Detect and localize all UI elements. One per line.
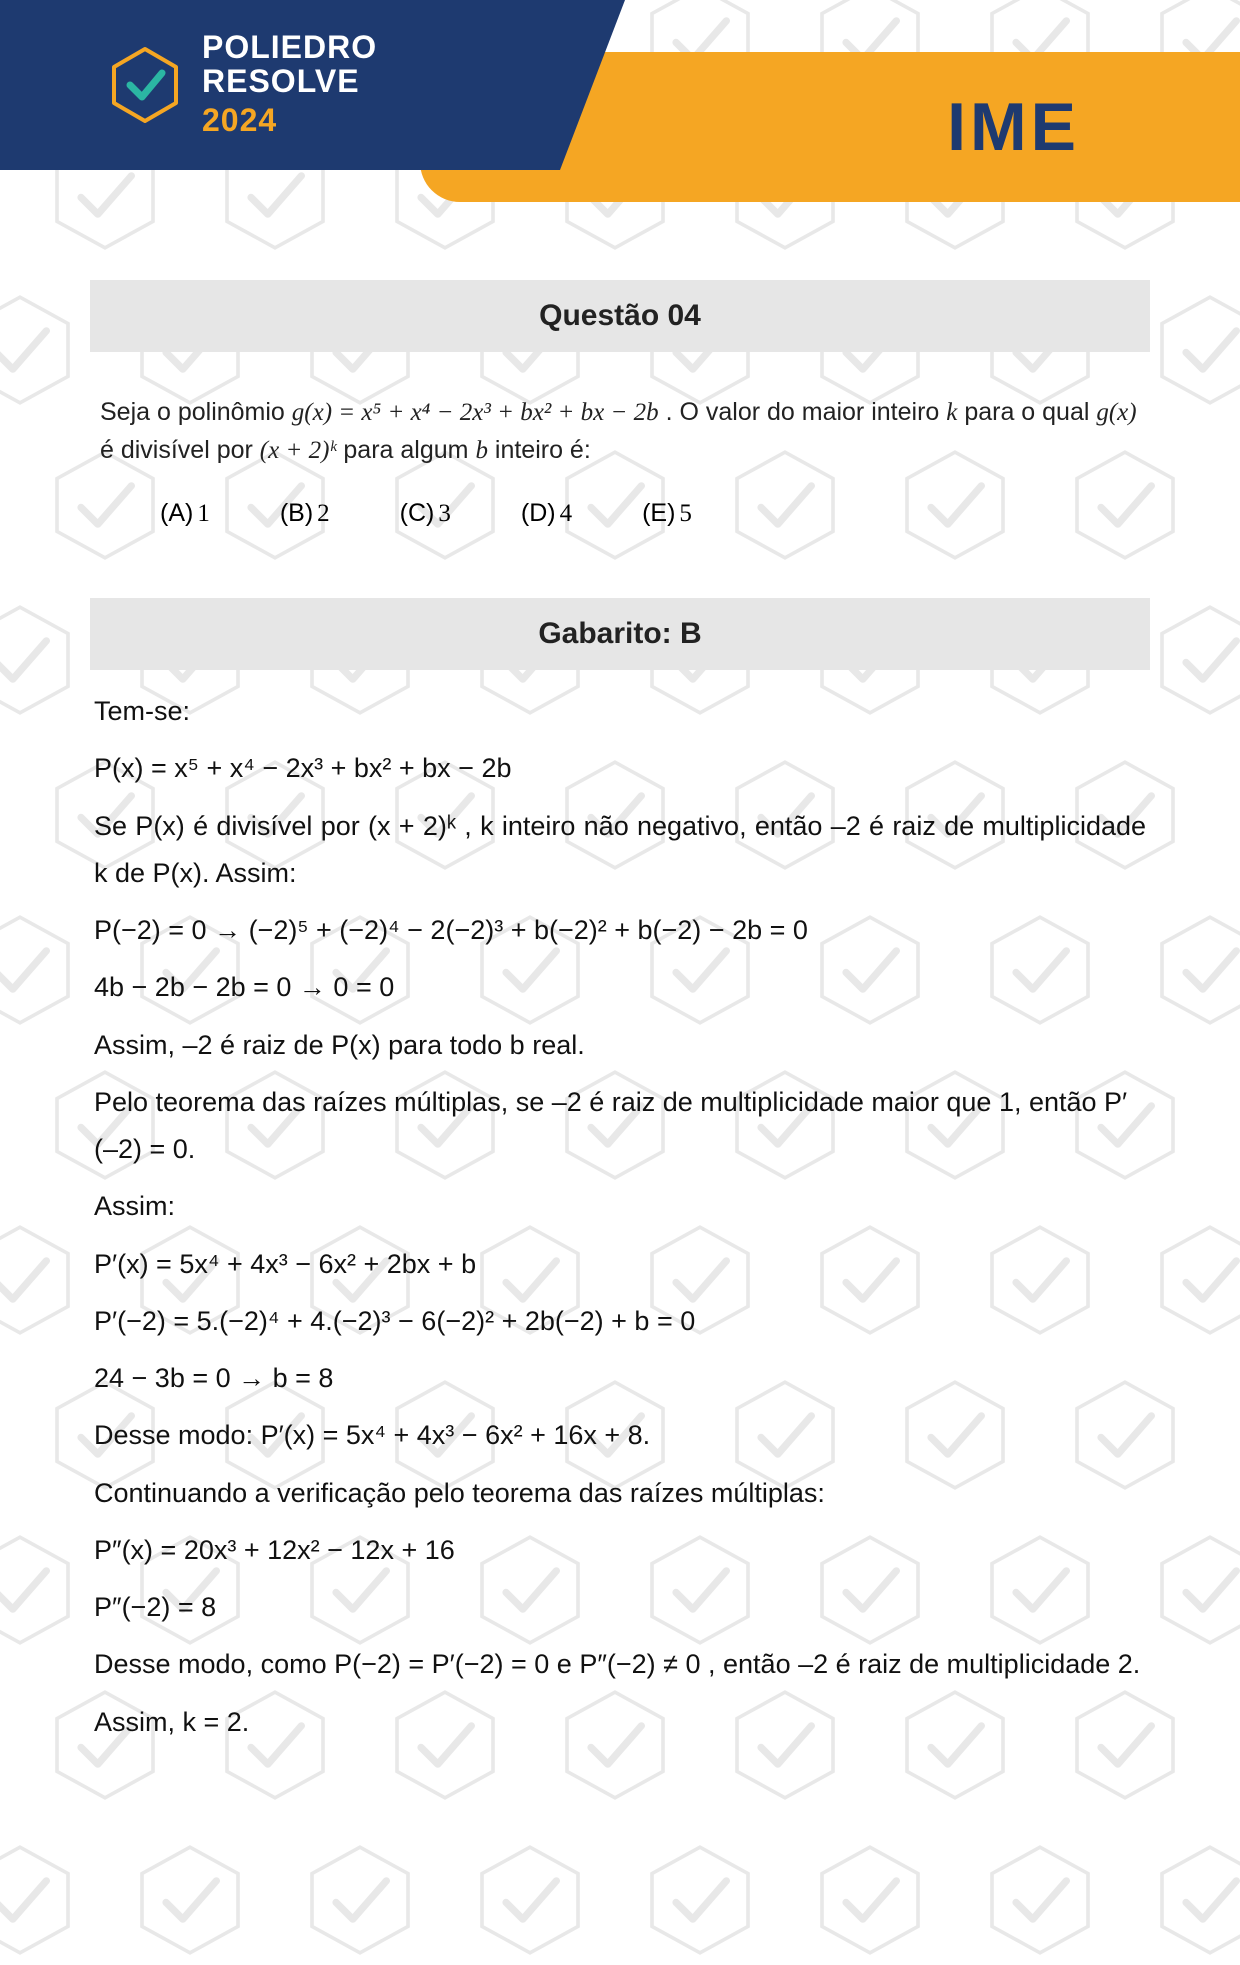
opt-b-label: (B)	[280, 499, 313, 527]
sol-l16: Assim, k = 2.	[94, 1699, 1146, 1746]
sol-l14: P″(−2) = 8	[94, 1584, 1146, 1631]
opt-a-label: (A)	[160, 499, 193, 527]
stem-b: b	[475, 437, 488, 464]
exam-name: IME	[947, 88, 1080, 166]
sol-l15b: P(−2) = P′(−2) = 0	[334, 1649, 549, 1679]
page-content: Questão 04 Seja o polinômio g(x) = x⁵ + …	[0, 210, 1240, 1796]
question-stem: Seja o polinômio g(x) = x⁵ + x⁴ − 2x³ + …	[90, 394, 1150, 469]
sol-l1: P(x) = x⁵ + x⁴ − 2x³ + bx² + bx − 2b	[94, 745, 1146, 792]
sol-l12: Continuando a verificação pelo teorema d…	[94, 1470, 1146, 1517]
sol-l2: Se P(x) é divisível por (x + 2)ᵏ , k int…	[94, 803, 1146, 898]
opt-d-val: 4	[560, 500, 573, 527]
opt-b-val: 2	[317, 500, 330, 527]
sol-l5: Assim, –2 é raiz de P(x) para todo b rea…	[94, 1022, 1146, 1069]
sol-l2a: Se P(x) é divisível por	[94, 811, 368, 841]
sol-l15e: , então –2 é raiz de multiplicidade 2.	[708, 1649, 1140, 1679]
option-a: (A)1	[160, 499, 210, 528]
sol-l7: Assim:	[94, 1183, 1146, 1230]
sol-l11b: P′(x) = 5x⁴ + 4x³ − 6x² + 16x + 8.	[261, 1420, 651, 1450]
opt-d-label: (D)	[521, 499, 556, 527]
stem-div: é divisível por	[100, 436, 260, 464]
sol-l11a: Desse modo:	[94, 1420, 261, 1450]
options-row: (A)1 (B)2 (C)3 (D)4 (E)5	[90, 469, 1150, 568]
sol-l11: Desse modo: P′(x) = 5x⁴ + 4x³ − 6x² + 16…	[94, 1412, 1146, 1459]
sol-l10: 24 − 3b = 0 → b = 8	[94, 1355, 1146, 1402]
stem-post1: . O valor do maior inteiro	[666, 398, 947, 426]
brand-line-1: POLIEDRO	[202, 31, 377, 65]
question-banner: Questão 04	[90, 280, 1150, 352]
sol-l9: P′(−2) = 5.(−2)⁴ + 4.(−2)³ − 6(−2)² + 2b…	[94, 1298, 1146, 1345]
stem-eq: g(x) = x⁵ + x⁴ − 2x³ + bx² + bx − 2b	[292, 399, 659, 426]
opt-e-val: 5	[679, 500, 692, 527]
sol-l0: Tem-se:	[94, 688, 1146, 735]
page-header: IME POLIEDRO RESOLVE 2024	[0, 0, 1240, 210]
sol-l2b: (x + 2)ᵏ	[368, 811, 456, 841]
opt-c-label: (C)	[400, 499, 435, 527]
sol-l13: P″(x) = 20x³ + 12x² − 12x + 16	[94, 1527, 1146, 1574]
solution-body: Tem-se: P(x) = x⁵ + x⁴ − 2x³ + bx² + bx …	[90, 688, 1150, 1746]
brand-text-block: POLIEDRO RESOLVE 2024	[202, 31, 377, 139]
stem-gx: g(x)	[1096, 399, 1136, 426]
brand-year: 2024	[202, 102, 377, 139]
answer-banner: Gabarito: B	[90, 598, 1150, 670]
opt-a-val: 1	[197, 500, 210, 527]
stem-post2: para o qual	[964, 398, 1096, 426]
option-c: (C)3	[400, 499, 451, 528]
sol-l15a: Desse modo, como	[94, 1649, 334, 1679]
stem-pre: Seja o polinômio	[100, 398, 292, 426]
stem-post3: para algum	[343, 436, 475, 464]
header-blue-panel: POLIEDRO RESOLVE 2024	[0, 0, 560, 170]
sol-l6: Pelo teorema das raízes múltiplas, se –2…	[94, 1079, 1146, 1174]
brand-line-2: RESOLVE	[202, 65, 377, 99]
brand-hexagon-icon	[110, 45, 180, 125]
sol-l8: P′(x) = 5x⁴ + 4x³ − 6x² + 2bx + b	[94, 1241, 1146, 1288]
sol-l4: 4b − 2b − 2b = 0 → 0 = 0	[94, 964, 1146, 1011]
sol-l15c: e	[557, 1649, 580, 1679]
stem-factor: (x + 2)ᵏ	[260, 437, 337, 464]
stem-post4: inteiro é:	[495, 436, 591, 464]
opt-c-val: 3	[438, 500, 451, 527]
sol-l15: Desse modo, como P(−2) = P′(−2) = 0 e P″…	[94, 1641, 1146, 1688]
option-b: (B)2	[280, 499, 330, 528]
option-e: (E)5	[642, 499, 692, 528]
stem-k: k	[946, 399, 957, 426]
sol-l3: P(−2) = 0 → (−2)⁵ + (−2)⁴ − 2(−2)³ + b(−…	[94, 907, 1146, 954]
opt-e-label: (E)	[642, 499, 675, 527]
option-d: (D)4	[521, 499, 572, 528]
sol-l15d: P″(−2) ≠ 0	[579, 1649, 700, 1679]
